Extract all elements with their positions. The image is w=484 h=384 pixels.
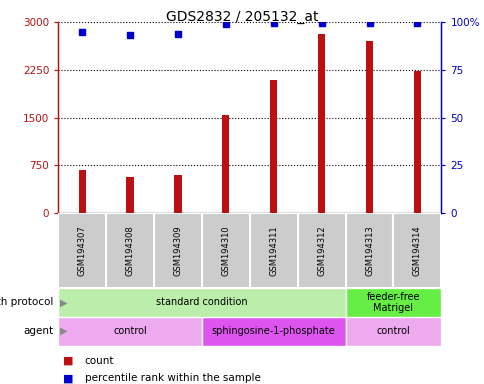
Text: GSM194309: GSM194309 bbox=[173, 225, 182, 276]
Bar bbox=[365, 41, 372, 213]
Text: count: count bbox=[85, 356, 114, 366]
Point bbox=[126, 31, 134, 38]
Text: GSM194311: GSM194311 bbox=[269, 225, 278, 276]
Point bbox=[317, 20, 325, 26]
Bar bbox=[201, 213, 249, 288]
Bar bbox=[297, 213, 345, 288]
Text: GSM194313: GSM194313 bbox=[364, 225, 373, 276]
Point bbox=[413, 20, 421, 26]
Text: feeder-free
Matrigel: feeder-free Matrigel bbox=[366, 291, 419, 313]
Bar bbox=[222, 115, 229, 213]
Bar bbox=[318, 34, 325, 213]
Bar bbox=[153, 213, 201, 288]
Bar bbox=[106, 213, 153, 288]
Bar bbox=[270, 79, 277, 213]
Point bbox=[222, 21, 229, 27]
Point bbox=[269, 20, 277, 26]
Text: agent: agent bbox=[23, 326, 53, 336]
Bar bbox=[345, 317, 440, 346]
Text: GSM194308: GSM194308 bbox=[125, 225, 134, 276]
Bar bbox=[78, 170, 86, 213]
Text: control: control bbox=[113, 326, 147, 336]
Text: growth protocol: growth protocol bbox=[0, 297, 53, 308]
Point bbox=[78, 29, 86, 35]
Bar bbox=[126, 177, 134, 213]
Text: standard condition: standard condition bbox=[156, 297, 247, 308]
Point bbox=[365, 20, 373, 26]
Text: ■: ■ bbox=[63, 356, 74, 366]
Bar bbox=[249, 213, 297, 288]
Text: ■: ■ bbox=[63, 373, 74, 383]
Point bbox=[174, 31, 182, 37]
Bar bbox=[174, 175, 181, 213]
Bar bbox=[58, 213, 106, 288]
Bar bbox=[345, 213, 393, 288]
Text: GSM194307: GSM194307 bbox=[77, 225, 87, 276]
Text: GSM194312: GSM194312 bbox=[317, 225, 325, 276]
Bar bbox=[58, 317, 201, 346]
Text: percentile rank within the sample: percentile rank within the sample bbox=[85, 373, 260, 383]
Bar bbox=[393, 213, 440, 288]
Text: GSM194314: GSM194314 bbox=[412, 225, 421, 276]
Text: sphingosine-1-phosphate: sphingosine-1-phosphate bbox=[212, 326, 335, 336]
Text: GDS2832 / 205132_at: GDS2832 / 205132_at bbox=[166, 10, 318, 23]
Text: ▶: ▶ bbox=[60, 297, 67, 308]
Bar bbox=[201, 317, 345, 346]
Bar bbox=[58, 288, 345, 317]
Text: GSM194310: GSM194310 bbox=[221, 225, 230, 276]
Bar bbox=[345, 288, 440, 317]
Text: control: control bbox=[376, 326, 409, 336]
Bar bbox=[413, 71, 420, 213]
Text: ▶: ▶ bbox=[60, 326, 67, 336]
